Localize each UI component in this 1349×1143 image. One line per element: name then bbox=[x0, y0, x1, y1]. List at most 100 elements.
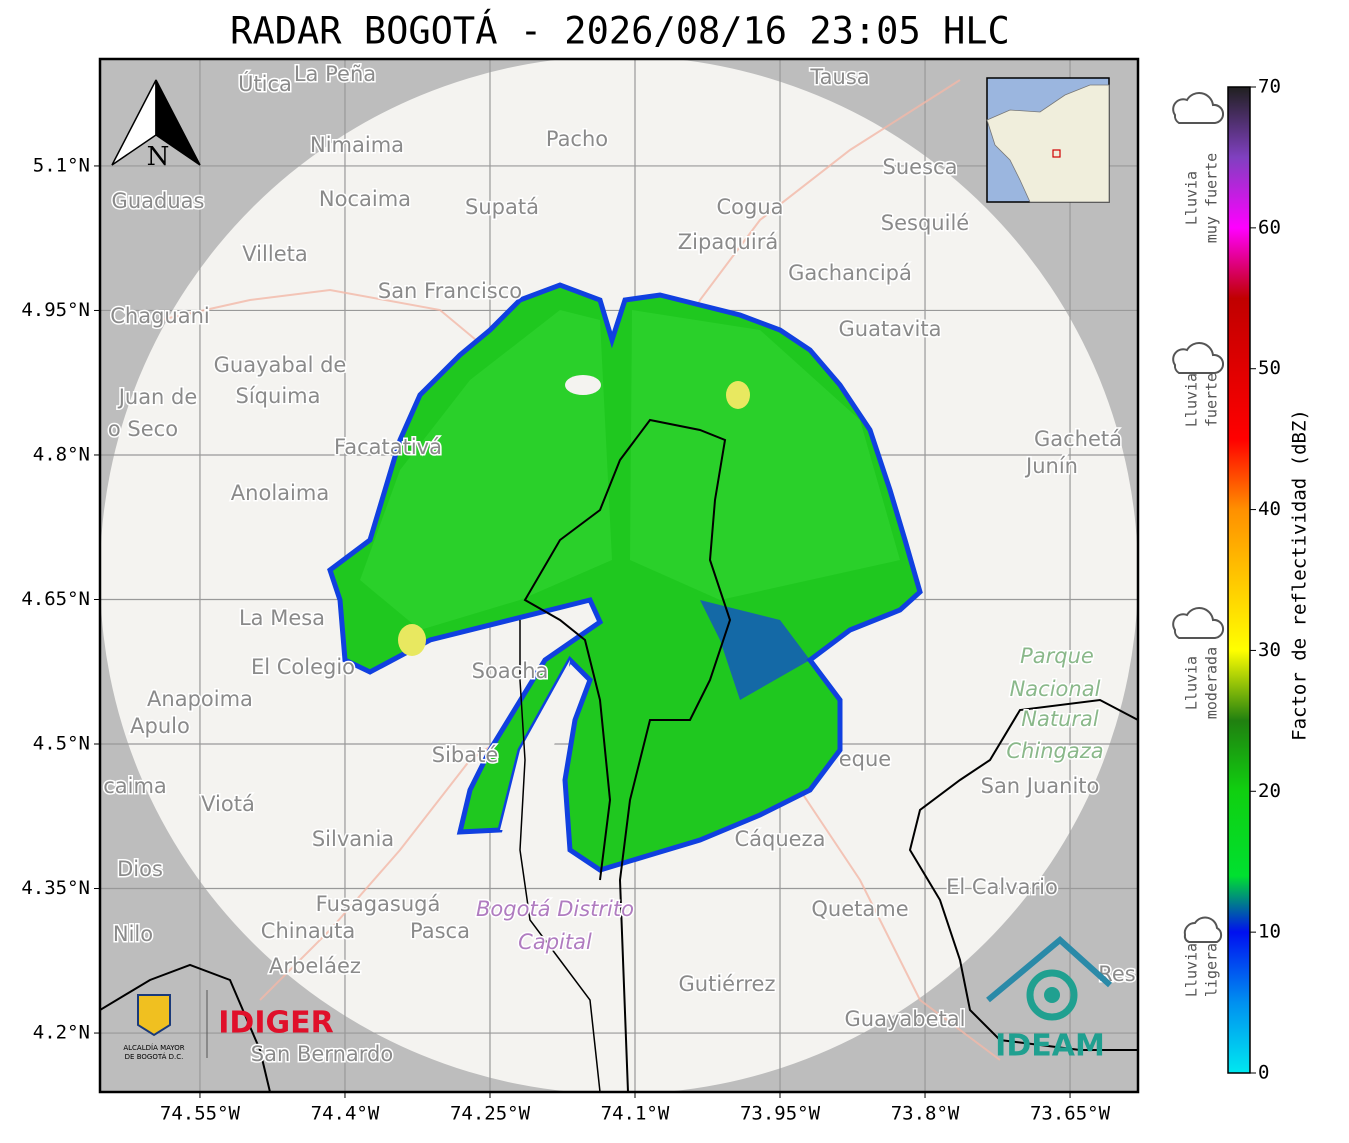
y-tick-label: 5.1°N bbox=[33, 154, 90, 176]
place-label: Nocaima bbox=[319, 187, 411, 211]
map: Útica La Peña Tausa Pacho Nimaima Guaduas Noca… bbox=[100, 59, 1138, 1092]
rain-class-label: Lluvia bbox=[1183, 943, 1201, 997]
place-label: Viotá bbox=[201, 792, 255, 816]
title: RADAR BOGOTÁ - 2026/08/16 23:05 HLC bbox=[230, 9, 1010, 53]
x-tick-label: 74.1°W bbox=[601, 1103, 670, 1125]
place-label: Chaguani bbox=[110, 304, 210, 328]
radar-echo bbox=[327, 282, 923, 873]
place-label: Villeta bbox=[242, 242, 307, 266]
boundaries bbox=[100, 418, 1138, 1092]
x-tick-label: 74.25°W bbox=[450, 1103, 531, 1125]
place-label: Sibaté bbox=[432, 743, 499, 767]
north-label: N bbox=[147, 142, 170, 172]
place-label: Útica bbox=[238, 71, 292, 96]
colorbar-tick-label: 20 bbox=[1258, 780, 1281, 802]
colorbar bbox=[1227, 86, 1251, 1074]
place-label: Capital bbox=[518, 930, 592, 954]
place-label: eque bbox=[839, 747, 891, 771]
colorbar-tick-label: 10 bbox=[1258, 921, 1281, 943]
place-label: Suesca bbox=[883, 155, 958, 179]
logo-alcaldia: ALCALDÍA MAYOR DE BOGOTÁ D.C. bbox=[123, 990, 208, 1061]
place-label: Nacional bbox=[1010, 677, 1101, 701]
place-label: Quetame bbox=[811, 897, 908, 921]
place-label: Anolaima bbox=[231, 481, 329, 505]
place-label: Dios bbox=[117, 857, 163, 881]
place-label: Juan de bbox=[117, 385, 198, 409]
colorbar-tick-label: 0 bbox=[1258, 1062, 1269, 1084]
place-label: Guaduas bbox=[112, 189, 205, 213]
x-tick-label: 73.95°W bbox=[740, 1103, 821, 1125]
y-tick-label: 4.35°N bbox=[21, 877, 90, 899]
x-tick-label: 73.65°W bbox=[1030, 1103, 1111, 1125]
place-label: San Juanito bbox=[981, 774, 1100, 798]
place-label: Nilo bbox=[113, 922, 153, 946]
place-label: Guayabal de bbox=[214, 353, 347, 377]
place-label: Cogua bbox=[716, 195, 783, 219]
place-label: Tausa bbox=[809, 65, 869, 89]
y-tick-label: 4.5°N bbox=[33, 733, 90, 755]
place-label: Fusagasugá bbox=[316, 892, 441, 916]
colorbar-tick-label: 30 bbox=[1258, 639, 1281, 661]
alcaldia-line: ALCALDÍA MAYOR bbox=[123, 1043, 184, 1052]
rain-class-label: fuerte bbox=[1203, 373, 1221, 427]
place-label: Facatativá bbox=[334, 435, 442, 459]
rain-class-label: Lluvia bbox=[1183, 373, 1201, 427]
rain-class-label: Lluvia bbox=[1183, 171, 1201, 225]
place-label: Gutiérrez bbox=[679, 972, 776, 996]
colorbar-tick-label: 60 bbox=[1258, 216, 1281, 238]
y-tick-label: 4.65°N bbox=[21, 588, 90, 610]
y-tick-label: 4.2°N bbox=[33, 1022, 90, 1044]
logo-ideam: IDEAM bbox=[986, 936, 1113, 1064]
alcaldia-line: DE BOGOTÁ D.C. bbox=[125, 1052, 184, 1061]
place-label: Guayabetal bbox=[845, 1007, 966, 1031]
x-tick-label: 74.55°W bbox=[160, 1103, 241, 1125]
place-label: Junín bbox=[1024, 454, 1078, 478]
place-label: Síquima bbox=[236, 384, 321, 408]
colorbar-tick-label: 40 bbox=[1258, 498, 1281, 520]
place-label: Apulo bbox=[130, 714, 190, 738]
place-label: Bogotá Distrito bbox=[476, 897, 634, 921]
y-tick-label: 4.95°N bbox=[21, 299, 90, 321]
place-label: Gachetá bbox=[1034, 427, 1122, 451]
inset-map bbox=[986, 77, 1110, 203]
rain-class-label: Lluvia bbox=[1183, 656, 1201, 710]
place-label: El Calvario bbox=[946, 875, 1058, 899]
place-label: La Mesa bbox=[239, 606, 325, 630]
place-label: Gachancipá bbox=[788, 261, 912, 285]
place-label: caima bbox=[103, 774, 167, 798]
colorbar-label: Factor de reflectividad (dBZ) bbox=[1289, 409, 1311, 741]
rain-class-label: muy fuerte bbox=[1203, 153, 1221, 243]
place-label: Soacha bbox=[472, 659, 549, 683]
x-tick-label: 74.4°W bbox=[311, 1103, 380, 1125]
place-label: Pacho bbox=[546, 127, 608, 151]
y-tick-label: 4.8°N bbox=[33, 443, 90, 465]
place-label: Guatavita bbox=[839, 317, 942, 341]
place-label: Zipaquirá bbox=[678, 230, 778, 254]
place-label: Sesquilé bbox=[881, 211, 969, 235]
place-label: Cáqueza bbox=[735, 827, 826, 851]
place-label: Nimaima bbox=[310, 133, 404, 157]
ideam-text: IDEAM bbox=[995, 1029, 1105, 1064]
place-label: o Seco bbox=[108, 417, 178, 441]
place-label: Pasca bbox=[410, 919, 470, 943]
colorbar-tick-label: 70 bbox=[1258, 76, 1281, 98]
place-label: Res bbox=[1098, 962, 1136, 986]
place-label: Arbeláez bbox=[269, 954, 361, 978]
rain-class-label: moderada bbox=[1203, 647, 1221, 719]
place-label: San Bernardo bbox=[251, 1042, 393, 1066]
map-frame bbox=[98, 57, 1140, 1094]
place-label: Chinauta bbox=[261, 919, 355, 943]
place-label: La Peña bbox=[294, 62, 376, 86]
place-label: Chingaza bbox=[1006, 739, 1103, 763]
colorbar-tick-label: 50 bbox=[1258, 357, 1281, 379]
logo-idiger: IDIGER bbox=[218, 1006, 333, 1041]
place-label: Natural bbox=[1021, 707, 1099, 731]
place-label: Anapoima bbox=[147, 687, 253, 711]
place-label: San Francisco bbox=[378, 279, 522, 303]
place-label: Silvania bbox=[312, 827, 394, 851]
north-arrow: N bbox=[111, 79, 201, 172]
rain-class-label: ligera bbox=[1203, 943, 1221, 997]
place-label: Parque bbox=[1020, 644, 1094, 668]
x-tick-label: 73.8°W bbox=[891, 1103, 960, 1125]
